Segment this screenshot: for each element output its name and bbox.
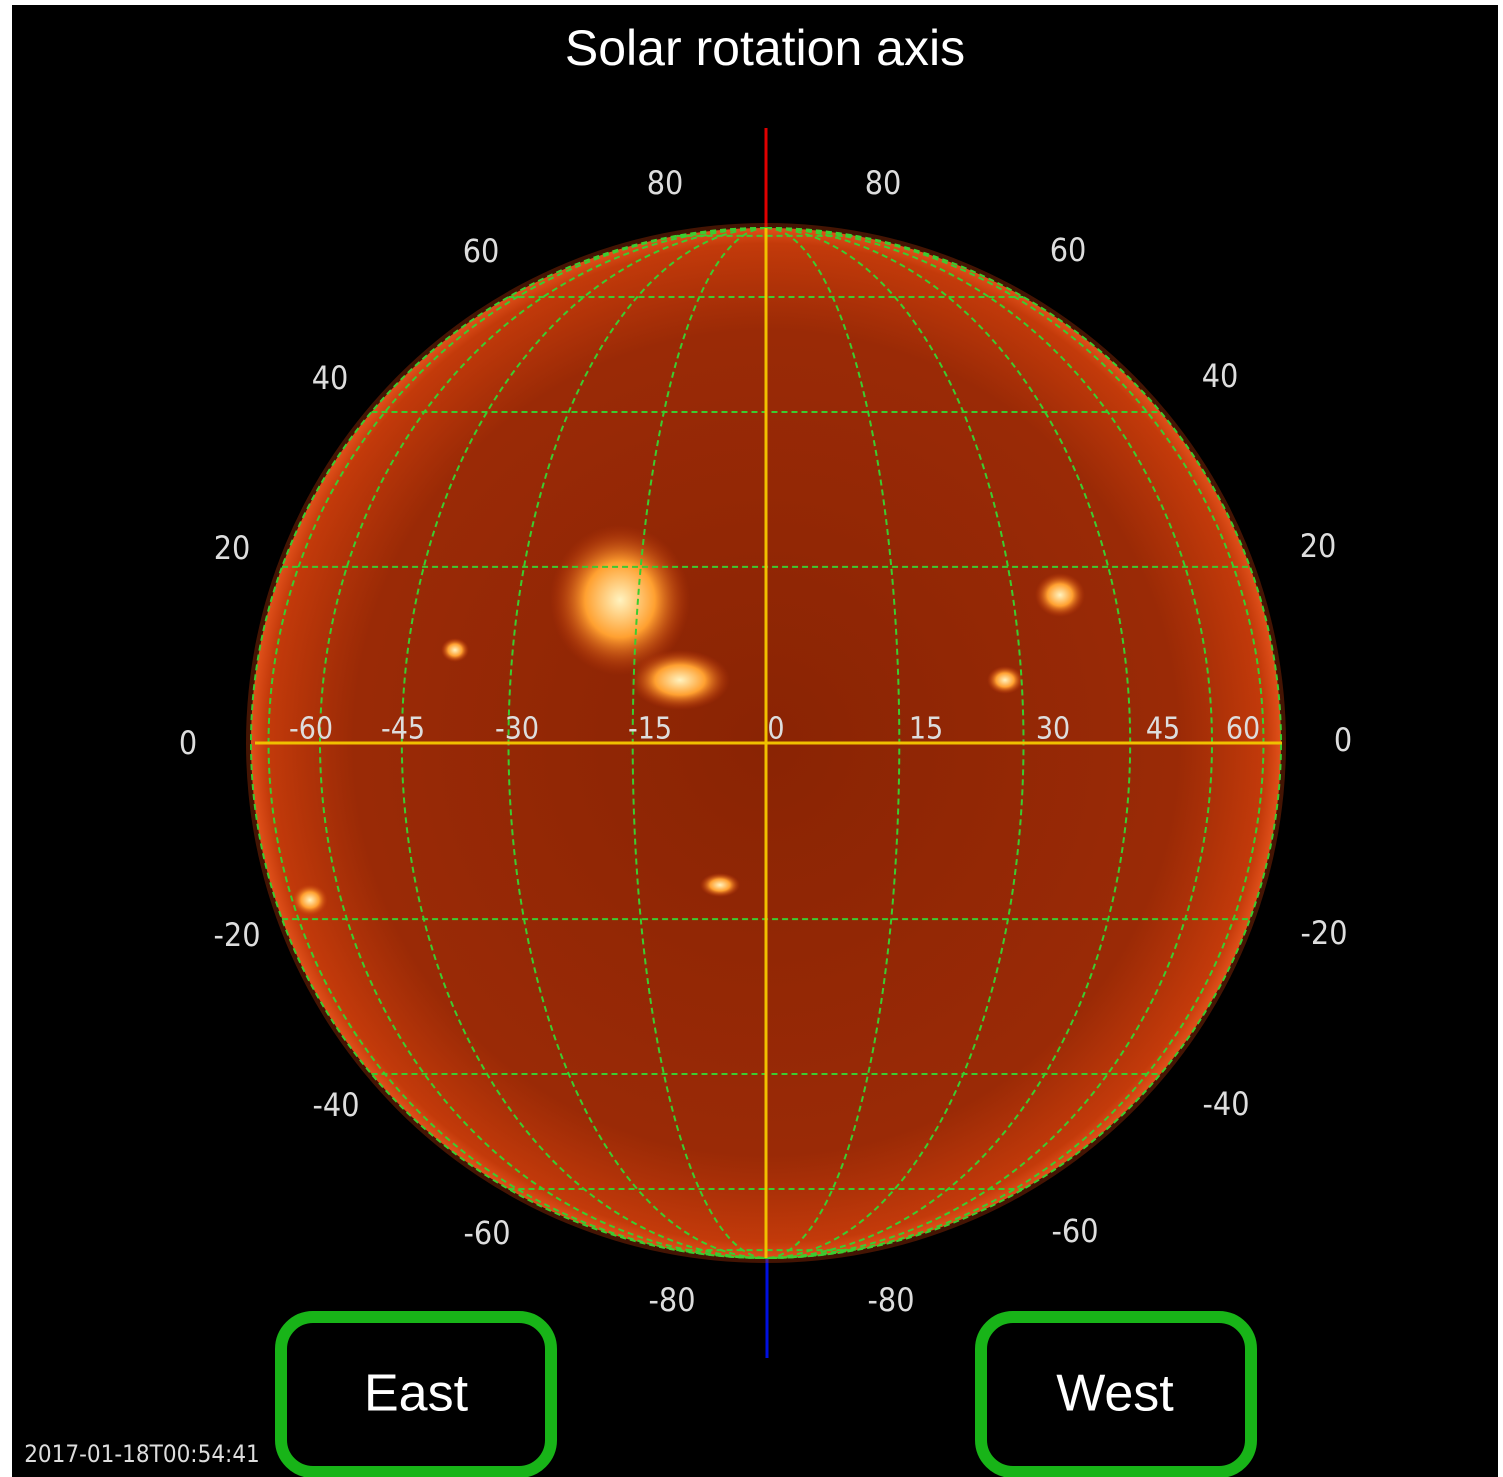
title: Solar rotation axis <box>565 20 965 76</box>
latitude-label: 20 <box>214 529 251 567</box>
longitude-label: 60 <box>1226 712 1260 747</box>
longitude-label: -30 <box>495 712 539 747</box>
timestamp: 2017-01-18T00:54:41 <box>24 1440 260 1468</box>
west-label: West <box>1056 1365 1174 1423</box>
east-label: East <box>364 1365 469 1423</box>
longitude-label: 0 <box>767 712 784 747</box>
latitude-label: 60 <box>463 232 500 270</box>
latitude-label: 80 <box>647 164 684 202</box>
latitude-label: 40 <box>312 359 349 397</box>
longitude-label: -45 <box>381 712 425 747</box>
latitude-label: 0 <box>1334 721 1352 759</box>
longitude-label: 15 <box>909 712 943 747</box>
latitude-label: -60 <box>463 1214 510 1252</box>
latitude-label: -60 <box>1051 1212 1098 1250</box>
longitude-line <box>250 227 767 1259</box>
grid-labels: 80 60 40 20 0 -20 -40 -60 -80 80 60 40 20 0 -20 -40 -60 -… <box>179 164 1352 1319</box>
latitude-label: 80 <box>865 164 902 202</box>
latitude-label: -20 <box>1300 914 1347 952</box>
longitude-label: 30 <box>1036 712 1070 747</box>
latitude-label: -80 <box>648 1281 695 1319</box>
latitude-label: -20 <box>213 916 260 954</box>
east-button[interactable] <box>275 1311 557 1477</box>
longitude-line <box>765 227 1282 1259</box>
longitude-label: -15 <box>628 712 672 747</box>
active-regions <box>292 525 1085 916</box>
latitude-label: 20 <box>1300 527 1337 565</box>
latitude-label: 40 <box>1202 357 1239 395</box>
latitude-label: 0 <box>179 724 197 762</box>
longitude-label: 45 <box>1146 712 1180 747</box>
latitude-label: -40 <box>312 1086 359 1124</box>
latitude-label: 60 <box>1050 231 1087 269</box>
latitude-label: -40 <box>1202 1085 1249 1123</box>
west-button[interactable] <box>975 1311 1257 1477</box>
latitude-label: -80 <box>867 1281 914 1319</box>
longitude-label: -60 <box>289 712 333 747</box>
